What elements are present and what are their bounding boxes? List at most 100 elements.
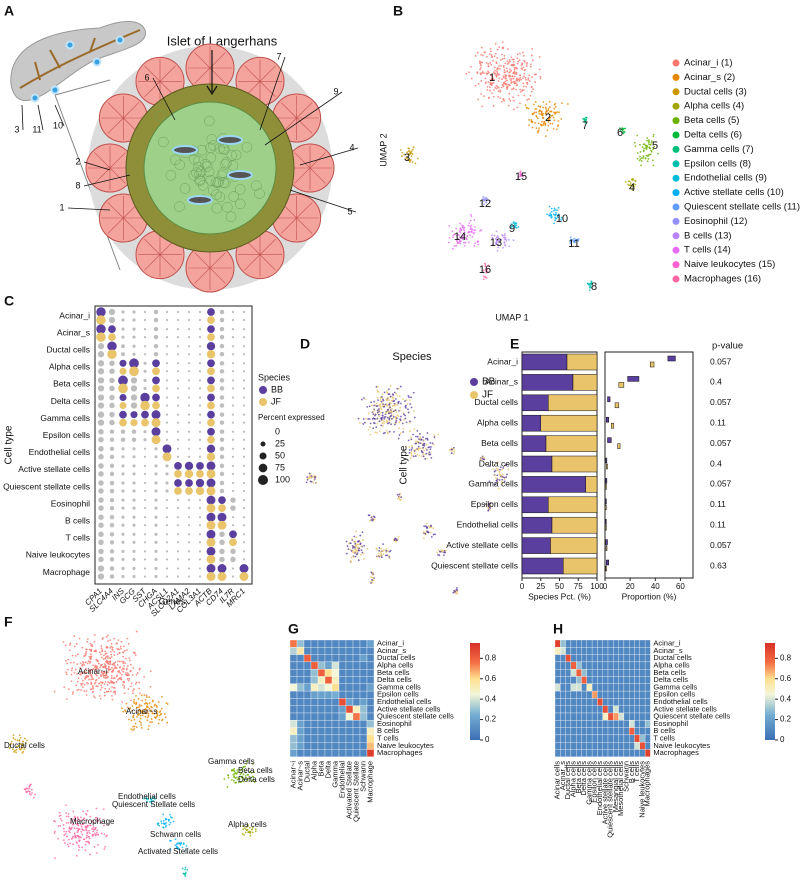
umap-point (510, 81, 513, 84)
bar-segment (572, 374, 598, 391)
umap-point (525, 106, 528, 109)
heat-cell (639, 734, 646, 743)
dot (132, 489, 136, 493)
umap-point (491, 92, 493, 95)
umap-point (71, 654, 74, 657)
umap-point (314, 476, 317, 479)
heat-cell (352, 639, 361, 648)
umap-point (536, 117, 539, 120)
dot (154, 498, 158, 502)
umap-point (372, 571, 374, 574)
heat-cell (289, 676, 298, 684)
heat-cell (289, 742, 298, 750)
umap-point (463, 241, 466, 244)
umap-point (512, 80, 515, 83)
umap-point (73, 819, 76, 822)
heat-cell (634, 654, 640, 663)
row-label: T cells (653, 734, 675, 743)
umap-point (345, 552, 348, 555)
heat-cell (338, 712, 347, 721)
heat-cell (317, 742, 326, 750)
heat-cell (586, 639, 593, 648)
umap-point (527, 78, 530, 81)
umap-point (86, 841, 89, 843)
umap-point (479, 67, 482, 69)
umap-point (130, 728, 133, 731)
umap-point (103, 694, 106, 697)
dot (154, 566, 158, 571)
umap-point (12, 748, 14, 751)
umap-point (647, 143, 650, 145)
umap-point (495, 230, 498, 233)
umap-point (148, 800, 151, 803)
umap-point (508, 245, 511, 248)
umap-point (147, 714, 150, 717)
column-label: Delta (323, 760, 332, 778)
umap-point (58, 815, 61, 817)
legend-label: Delta cells (6) (684, 130, 742, 141)
dot (132, 310, 136, 314)
heat-cell (586, 647, 593, 655)
heat-cell (331, 676, 340, 684)
umap-point (354, 542, 357, 545)
umap-point (244, 831, 247, 834)
dot (206, 342, 216, 351)
umap-point (145, 709, 148, 712)
heat-cell (303, 727, 312, 736)
umap-point (505, 463, 508, 466)
umap-point (380, 400, 383, 403)
cluster-label: Ductal cells (4, 741, 45, 750)
umap-point (400, 415, 402, 418)
umap-point (253, 771, 256, 774)
heat-cell (639, 661, 646, 670)
umap-point (131, 673, 134, 676)
heat-cell (352, 647, 361, 655)
umap-point (117, 639, 120, 642)
dot (218, 504, 226, 512)
umap-point (553, 222, 555, 225)
umap-point (384, 412, 387, 415)
dot (219, 351, 225, 357)
umap-point (474, 55, 477, 57)
umap-point (361, 551, 364, 554)
dot (187, 558, 191, 561)
umap-point (464, 242, 467, 244)
umap-point (21, 752, 24, 754)
umap-point (83, 690, 86, 692)
heat-cell (597, 683, 603, 692)
bar-segment (521, 414, 541, 432)
umap-point (73, 832, 76, 835)
dot (207, 427, 215, 436)
heat-cell (607, 749, 614, 757)
heat-cell (565, 647, 572, 655)
column-label: Schwann (358, 761, 367, 792)
umap-point (450, 452, 453, 454)
umap-point (131, 709, 133, 712)
umap-point (399, 385, 402, 388)
heat-cell (613, 712, 619, 721)
umap-point (73, 671, 76, 674)
umap-point (408, 147, 410, 150)
umap-point (411, 153, 414, 155)
acinus-line (296, 202, 313, 219)
umap-point (360, 398, 363, 401)
umap-point (576, 238, 579, 241)
umap-point (354, 540, 357, 543)
dot (242, 506, 246, 510)
umap-point (138, 687, 140, 690)
umap-point (161, 718, 164, 721)
dot (219, 446, 225, 452)
umap-point (65, 822, 68, 824)
umap-point (540, 113, 543, 116)
umap-point (81, 682, 84, 685)
heat-cell (345, 698, 354, 706)
umap-point (105, 673, 108, 676)
umap-point (95, 833, 97, 836)
umap-point (395, 411, 398, 413)
heat-cell (338, 690, 347, 699)
umap-point (537, 130, 539, 133)
y-tick-label: T cells (66, 533, 90, 543)
dot (143, 310, 147, 314)
umap-point (138, 708, 141, 711)
dot (198, 455, 202, 458)
